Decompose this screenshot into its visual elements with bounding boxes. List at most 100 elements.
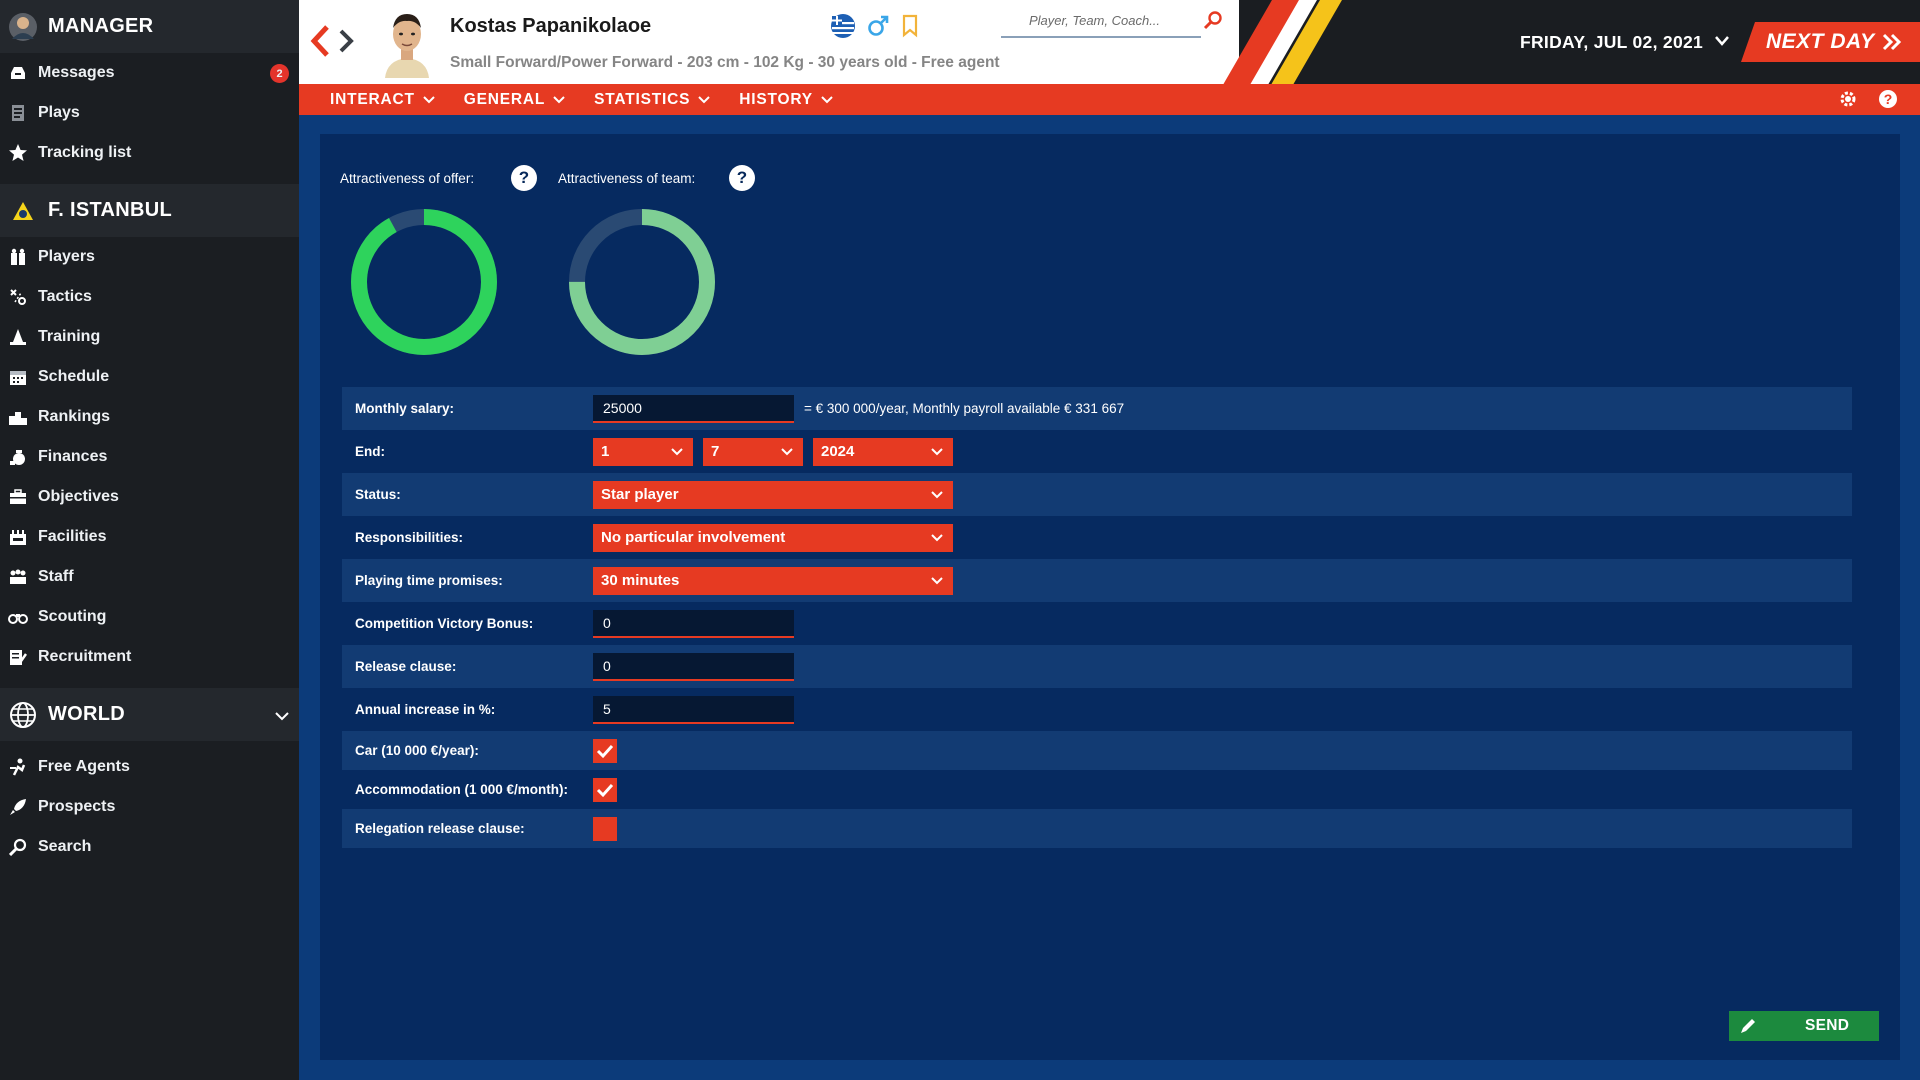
sidebar-item-schedule[interactable]: Schedule (0, 357, 299, 397)
svg-text:?: ? (1884, 91, 1893, 107)
accommodation-checkbox[interactable] (593, 777, 617, 802)
monthly-salary-row: Monthly salary: = € 300 000/year, Monthl… (342, 387, 1852, 430)
playing-time-row: Playing time promises: 30 minutes (342, 559, 1852, 602)
contract-form: Monthly salary: = € 300 000/year, Monthl… (342, 387, 1852, 848)
sidebar-item-training[interactable]: Training (0, 317, 299, 357)
sidebar-item-tracking-list[interactable]: Tracking list (0, 133, 299, 173)
sidebar-item-facilities[interactable]: Facilities (0, 517, 299, 557)
gear-icon[interactable] (1838, 89, 1858, 114)
chevron-down-icon (553, 95, 565, 103)
relegation-checkbox[interactable] (593, 816, 617, 841)
victory-bonus-label: Competition Victory Bonus: (355, 616, 534, 631)
search-box (1001, 6, 1222, 38)
car-label: Car (10 000 €/year): (355, 743, 479, 758)
release-clause-input[interactable] (593, 652, 794, 681)
clipboard-icon (8, 103, 28, 123)
responsibilities-select[interactable]: No particular involvement (593, 523, 953, 552)
chevron-down-icon (931, 576, 943, 584)
send-button[interactable]: SEND (1729, 1011, 1879, 1041)
annual-increase-input[interactable] (593, 695, 794, 724)
top-header: Kostas Papanikolaoe Small Forward/Power … (299, 0, 1920, 84)
staff-icon (8, 567, 28, 587)
sidebar-item-staff[interactable]: Staff (0, 557, 299, 597)
sidebar-section-team[interactable]: F. ISTANBUL (0, 184, 299, 237)
podium-icon (8, 407, 28, 427)
sidebar-section-manager[interactable]: MANAGER (0, 0, 299, 53)
sidebar-item-plays[interactable]: Plays (0, 93, 299, 133)
chevron-down-icon (671, 447, 683, 455)
unread-badge: 2 (270, 64, 289, 83)
next-day-button[interactable]: NEXT DAY (1741, 22, 1920, 62)
playing-time-select[interactable]: 30 minutes (593, 566, 953, 595)
bookmark-icon[interactable] (900, 14, 920, 43)
team-logo-icon (8, 196, 38, 226)
sidebar-item-messages[interactable]: Messages 2 (0, 53, 299, 93)
sidebar-item-label: Schedule (38, 368, 110, 385)
forward-arrow-icon[interactable] (337, 24, 359, 63)
chevron-down-icon (931, 447, 943, 455)
end-month-select[interactable]: 7 (703, 437, 803, 466)
stadium-icon (8, 527, 28, 547)
player-info: Small Forward/Power Forward - 203 cm - 1… (450, 54, 1000, 71)
cone-icon (8, 327, 28, 347)
search-input[interactable] (1001, 6, 1171, 34)
chevron-down-icon (931, 490, 943, 498)
victory-bonus-input[interactable] (593, 609, 794, 638)
sidebar-item-players[interactable]: Players (0, 237, 299, 277)
sidebar-item-label: Training (38, 328, 101, 345)
chevron-down-icon[interactable] (275, 704, 289, 727)
contract-pen-icon (8, 647, 28, 667)
victory-bonus-row: Competition Victory Bonus: (342, 602, 1852, 645)
help-icon[interactable]: ? (1878, 89, 1898, 114)
accommodation-row: Accommodation (1 000 €/month): (342, 770, 1852, 809)
annual-increase-label: Annual increase in %: (355, 702, 496, 717)
current-date[interactable]: FRIDAY, JUL 02, 2021 (1520, 32, 1704, 52)
sidebar-item-free-agents[interactable]: Free Agents (0, 747, 299, 787)
player-header-icons (650, 13, 920, 44)
globe-icon (8, 700, 38, 730)
sidebar-section-label: F. ISTANBUL (48, 199, 173, 221)
end-day-select[interactable]: 1 (593, 437, 693, 466)
sidebar-item-search[interactable]: Search (0, 827, 299, 867)
sidebar-item-label: Search (38, 838, 92, 855)
help-icon[interactable]: ? (511, 165, 537, 191)
sidebar-section-label: WORLD (48, 703, 126, 725)
sidebar-section-world[interactable]: WORLD (0, 688, 299, 741)
back-arrow-icon[interactable] (309, 24, 331, 63)
sidebar-item-rankings[interactable]: Rankings (0, 397, 299, 437)
inbox-icon (8, 63, 28, 83)
search-icon[interactable] (1203, 10, 1223, 35)
end-date-row: End: 1 7 2024 (342, 430, 1852, 473)
responsibilities-row: Responsibilities: No particular involvem… (342, 516, 1852, 559)
checkmark-icon (596, 744, 614, 758)
sidebar-item-label: Messages (38, 64, 115, 81)
tab-history[interactable]: HISTORY (739, 91, 833, 109)
sidebar-item-objectives[interactable]: Objectives (0, 477, 299, 517)
sidebar-item-recruitment[interactable]: Recruitment (0, 637, 299, 677)
tab-interact[interactable]: INTERACT (330, 91, 435, 109)
help-icon[interactable]: ? (729, 165, 755, 191)
tab-general[interactable]: GENERAL (464, 91, 565, 109)
sidebar-item-finances[interactable]: Finances (0, 437, 299, 477)
chevron-down-icon[interactable] (1714, 34, 1730, 52)
monthly-salary-input[interactable] (593, 394, 794, 423)
car-checkbox[interactable] (593, 738, 617, 763)
end-year-select[interactable]: 2024 (813, 437, 953, 466)
tab-bar-icons: ? (1838, 89, 1898, 114)
salary-summary: = € 300 000/year, Monthly payroll availa… (804, 401, 1125, 416)
playing-time-value: 30 minutes (601, 572, 680, 589)
sidebar-item-label: Facilities (38, 528, 107, 545)
sidebar-item-label: Free Agents (38, 758, 130, 775)
status-value: Star player (601, 486, 679, 503)
monthly-salary-label: Monthly salary: (355, 401, 455, 416)
end-day-value: 1 (601, 443, 610, 460)
sidebar-item-tactics[interactable]: Tactics (0, 277, 299, 317)
status-row: Status: Star player (342, 473, 1852, 516)
playing-time-label: Playing time promises: (355, 573, 503, 588)
status-select[interactable]: Star player (593, 480, 953, 509)
responsibilities-label: Responsibilities: (355, 530, 464, 545)
sidebar-item-scouting[interactable]: Scouting (0, 597, 299, 637)
end-month-value: 7 (711, 443, 720, 460)
sidebar-item-prospects[interactable]: Prospects (0, 787, 299, 827)
tab-statistics[interactable]: STATISTICS (594, 91, 710, 109)
